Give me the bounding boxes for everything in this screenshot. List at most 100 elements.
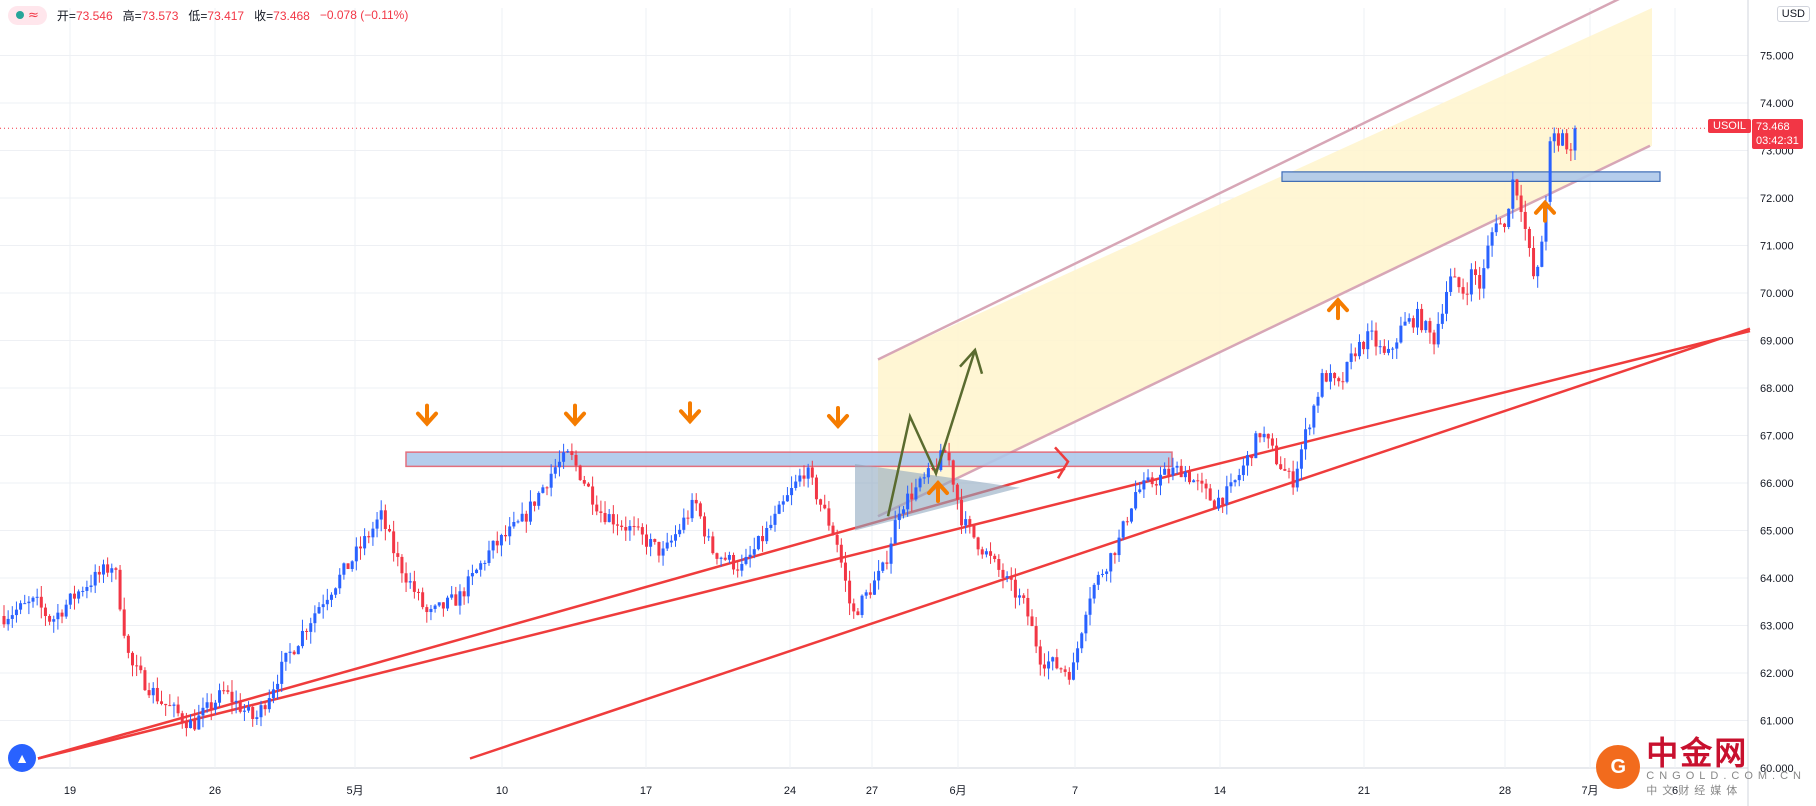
candle-body (218, 690, 222, 703)
last-price-label: 73.468 (1756, 121, 1790, 134)
candle-body (27, 601, 31, 604)
candle-body (1308, 427, 1312, 430)
candle-body (1569, 149, 1573, 151)
candle-body (313, 613, 317, 624)
candle-body (1113, 553, 1117, 556)
candle-body (1055, 657, 1059, 669)
candle-body (504, 534, 508, 537)
candle-body (392, 531, 396, 554)
candle-body (632, 526, 636, 528)
candle-body (674, 534, 678, 541)
watermark-logo: G 中金网 CNGOLD.COM.CN 中文财经媒体 (1596, 736, 1806, 798)
candle-body (1519, 195, 1523, 212)
candle-body (1337, 378, 1341, 382)
candle-body (947, 452, 951, 461)
wave-icon: ≈ (28, 7, 39, 23)
candle-body (52, 619, 56, 622)
candle-body (549, 473, 553, 488)
tradingview-logo-icon[interactable]: ▲ (8, 744, 36, 772)
candle-body (1299, 449, 1303, 469)
candle-body (1445, 291, 1449, 314)
candle-body (35, 596, 39, 598)
candle-body (2, 616, 6, 625)
projection-arrowhead (959, 347, 984, 375)
candle-body (533, 501, 537, 506)
x-tick-label: 7 (1072, 785, 1078, 797)
currency-button[interactable]: USD (1776, 6, 1810, 22)
candle-body (1171, 467, 1175, 476)
candle-body (798, 475, 802, 482)
candle-body (628, 526, 632, 531)
candle-body (960, 499, 964, 526)
candle-body (599, 511, 603, 513)
candle-body (1026, 597, 1030, 617)
candle-body (1395, 342, 1399, 349)
candle-body (740, 563, 744, 571)
candle-body (118, 569, 122, 610)
candle-body (1333, 372, 1337, 379)
candle-body (574, 454, 578, 466)
candle-body (752, 549, 756, 555)
candle-body (562, 452, 566, 462)
candle-body (1349, 353, 1353, 362)
candle-body (147, 690, 151, 696)
candle-body (193, 720, 197, 730)
candle-body (1461, 287, 1465, 294)
candle-body (259, 705, 263, 718)
candle-body (1150, 477, 1154, 485)
candle-body (1167, 468, 1171, 476)
candle-body (835, 534, 839, 545)
indicator-toggle[interactable]: ≈ (8, 5, 47, 25)
candle-body (1474, 269, 1478, 276)
y-tick-label: 70.000 (1760, 288, 1794, 300)
candle-body (611, 514, 615, 525)
candle-body (1080, 633, 1084, 649)
candle-body (425, 607, 429, 613)
ohlc-legend: ≈ 开=73.546 高=73.573 低=73.417 收=73.468 −0… (0, 0, 408, 30)
candle-body (1507, 208, 1511, 227)
candle-body (1212, 500, 1216, 509)
candle-body (711, 536, 715, 554)
candle-body (1146, 477, 1150, 481)
orange-down-arrow (564, 403, 586, 427)
candle-body (1362, 341, 1366, 350)
candle-body (744, 556, 748, 564)
candle-body (1552, 133, 1556, 142)
candle-body (1229, 482, 1233, 487)
candle-body (309, 623, 313, 632)
candle-body (48, 616, 52, 622)
x-tick-label: 19 (64, 785, 76, 797)
candle-body (578, 465, 582, 481)
candle-body (180, 713, 184, 723)
candle-body (984, 551, 988, 555)
candle-body (230, 691, 234, 703)
candle-body (205, 702, 209, 708)
candle-body (93, 571, 97, 586)
candle-body (1386, 348, 1390, 353)
candle-body (371, 528, 375, 538)
candle-body (400, 556, 404, 574)
candle-body (1391, 348, 1395, 350)
candle-body (495, 540, 499, 546)
candle-body (367, 536, 371, 538)
x-tick-label: 24 (784, 785, 796, 797)
candle-body (396, 553, 400, 557)
candle-body (1312, 405, 1316, 428)
candle-body (1225, 486, 1229, 505)
candle-body (263, 705, 267, 710)
candle-body (989, 551, 993, 556)
candle-body (1424, 321, 1428, 331)
candle-body (350, 561, 354, 569)
orange-down-arrow (827, 406, 849, 429)
candle-body (943, 450, 947, 453)
candle-body (404, 573, 408, 583)
candle-body (39, 596, 43, 608)
candle-body (130, 652, 134, 666)
candle-body (1304, 429, 1308, 450)
candle-body (101, 564, 105, 575)
candle-body (1370, 330, 1374, 332)
candle-body (1241, 465, 1245, 476)
candle-body (189, 720, 193, 729)
candle-body (831, 525, 835, 535)
